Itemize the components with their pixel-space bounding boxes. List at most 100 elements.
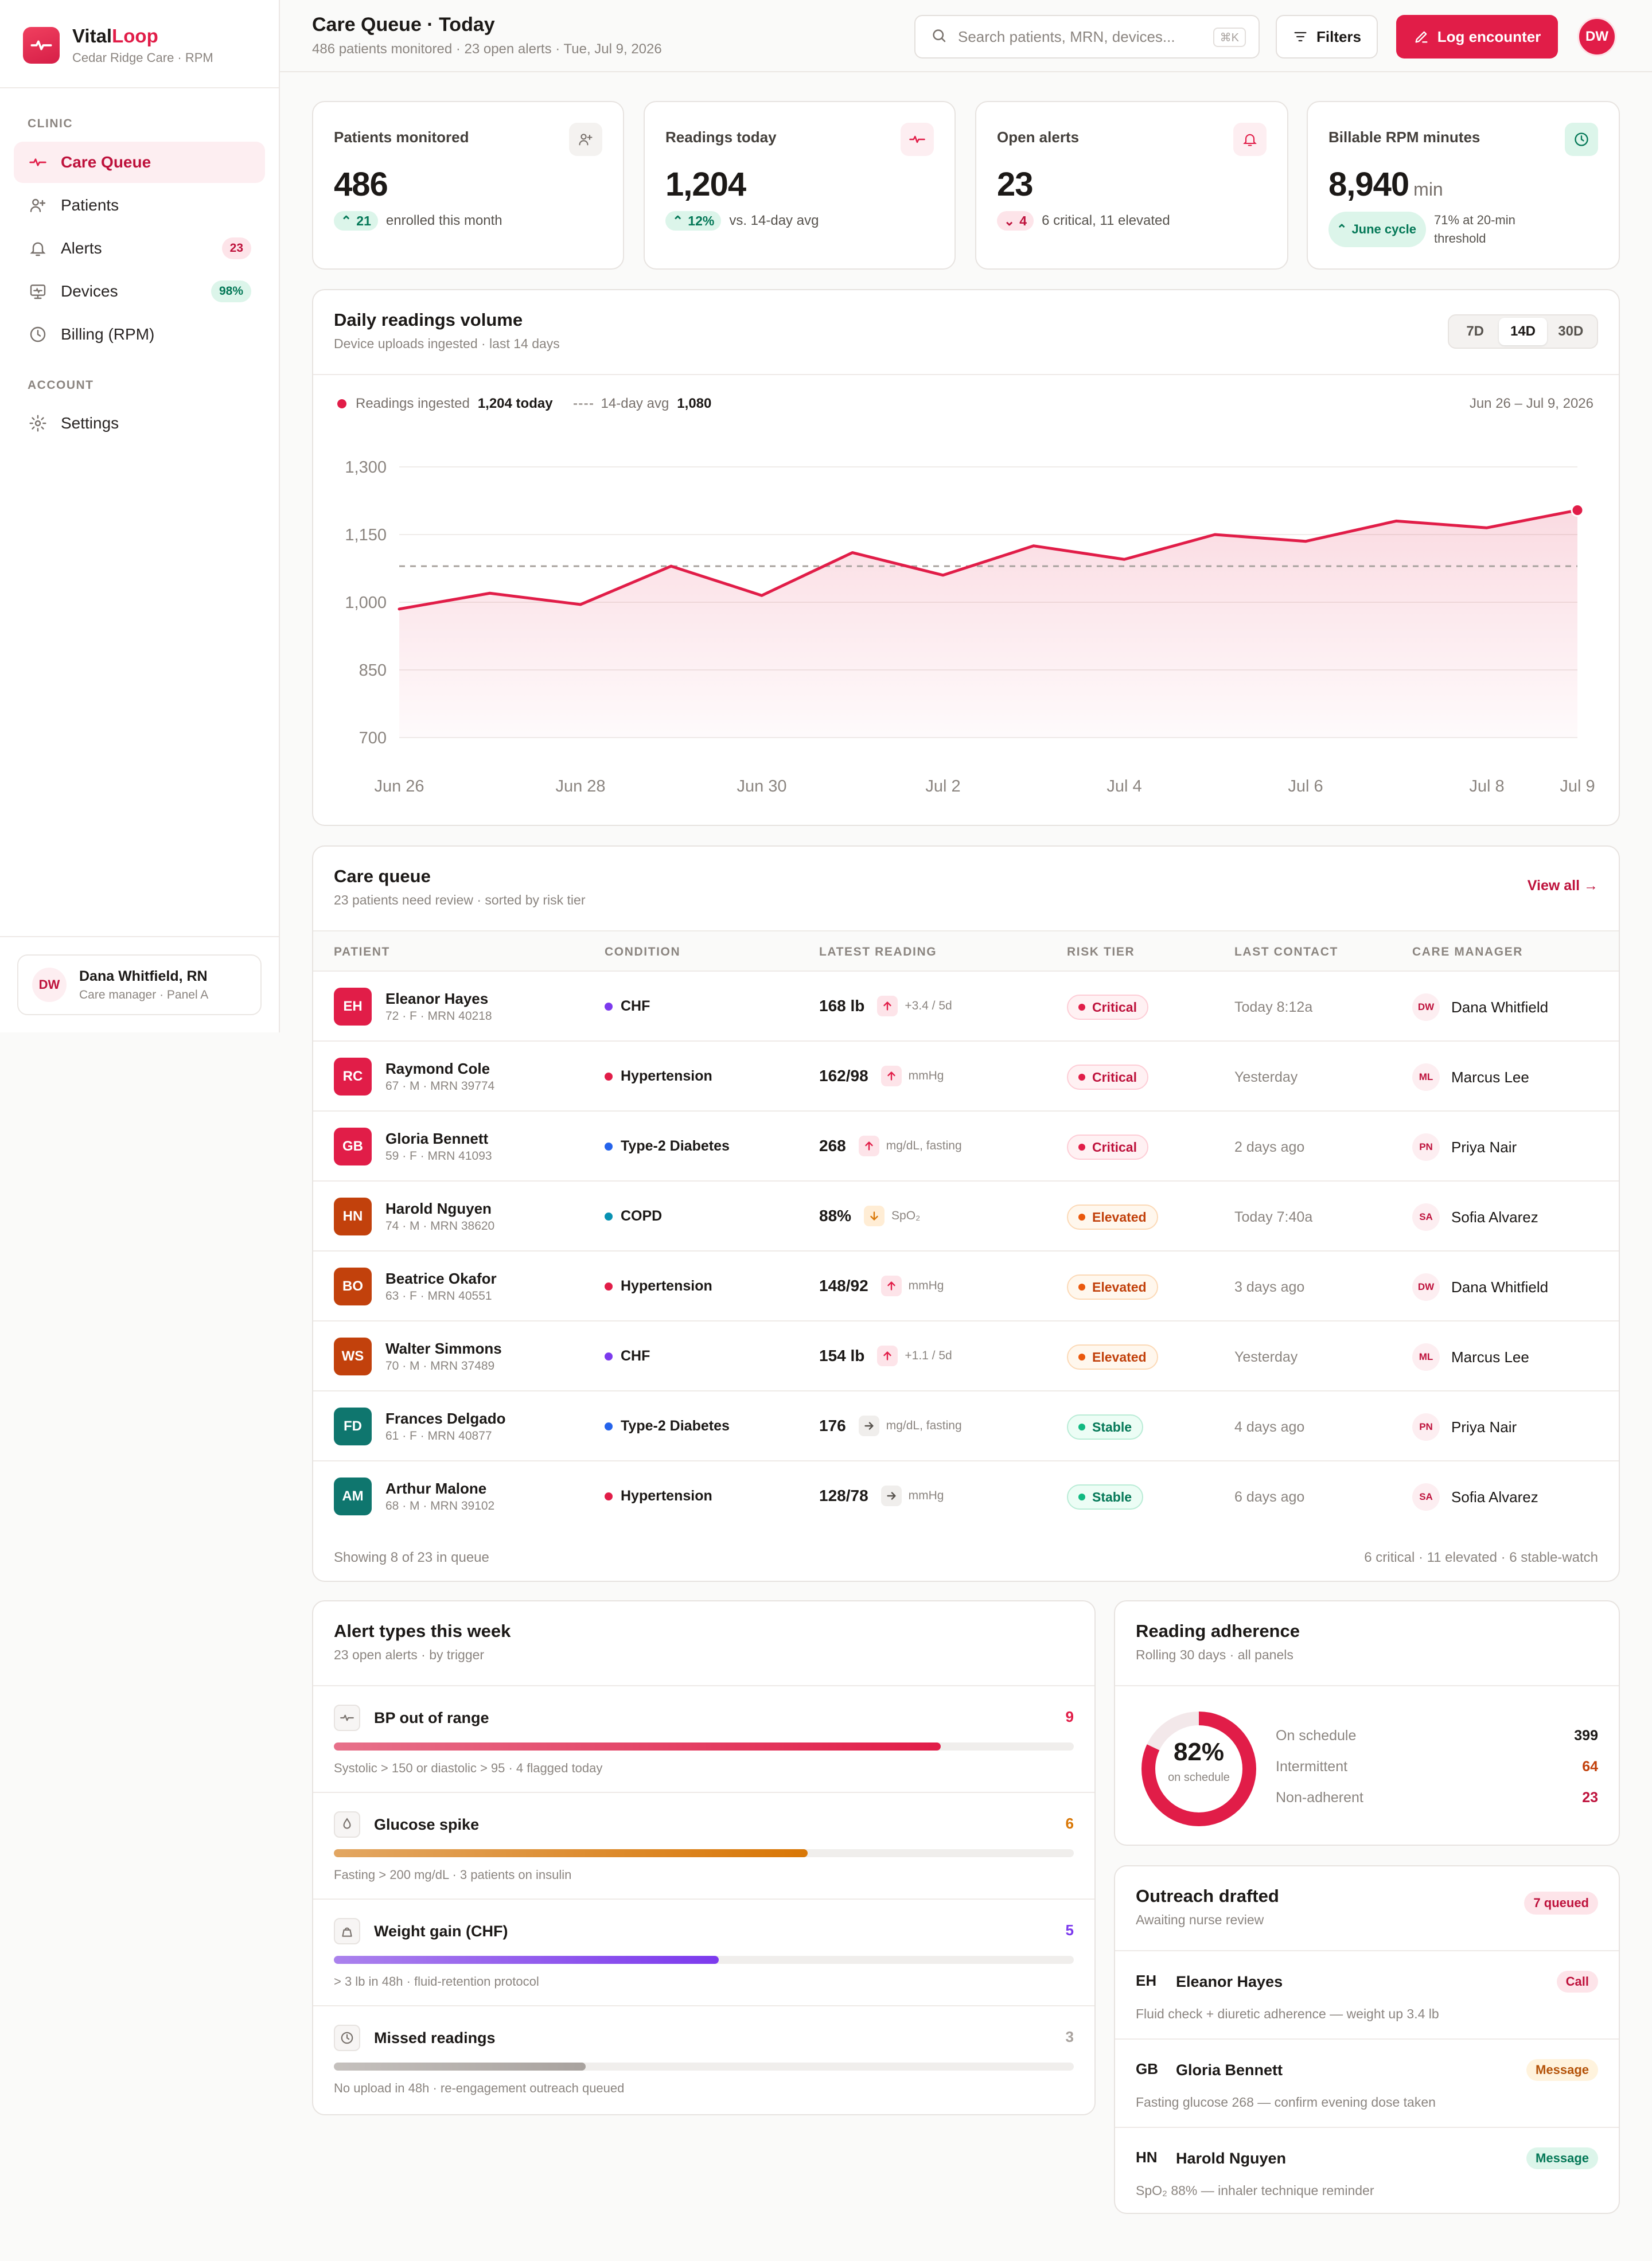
patient-name[interactable]: Frances Delgado — [385, 1410, 506, 1427]
patient-name[interactable]: Beatrice Okafor — [385, 1270, 497, 1287]
kpi-card-alerts: Open alerts 23 ⌄ 4 6 critical, 11 elevated — [975, 101, 1288, 270]
outreach-type-badge: Call — [1556, 1971, 1598, 1993]
condition-dot — [605, 1422, 613, 1430]
y-tick-label: 1,000 — [345, 594, 387, 612]
patient-name[interactable]: Raymond Cole — [385, 1060, 490, 1077]
profile-avatar[interactable]: DW — [1577, 17, 1616, 56]
sidebar-item-alerts[interactable]: Alerts 23 — [14, 228, 265, 269]
care-manager: PN Priya Nair — [1412, 1133, 1517, 1161]
column-header-care-manager[interactable]: CARE MANAGER — [1412, 945, 1524, 958]
latest-reading: 176 mg/dL, fasting — [819, 1416, 962, 1436]
alert-type-row[interactable]: Missed readings 3 No upload in 48h · re-en… — [313, 2005, 1094, 2112]
x-tick-label: Jul 2 — [925, 777, 960, 796]
column-header-condition[interactable]: CONDITION — [605, 945, 681, 958]
user-role: Care manager · Panel A — [79, 988, 209, 1001]
user-card[interactable]: DW Dana Whitfield, RN Care manager · Pan… — [17, 954, 262, 1015]
filters-button[interactable]: Filters — [1276, 15, 1378, 59]
column-header-patient[interactable]: PATIENT — [334, 945, 390, 958]
queue-footer-summary: 6 critical · 11 elevated · 6 stable-watc… — [1364, 1550, 1598, 1565]
adherence-percent: 82% — [1173, 1738, 1225, 1766]
trend-up-icon — [858, 1136, 879, 1156]
alert-type-row[interactable]: BP out of range 9 Systolic > 150 or diasto… — [313, 1685, 1094, 1792]
trend-flat-icon — [880, 1486, 902, 1506]
outreach-title: Outreach drafted — [1136, 1886, 1279, 1906]
latest-reading: 168 lb +3.4 / 5d — [819, 996, 952, 1016]
x-tick-label: Jul 4 — [1106, 777, 1141, 796]
sidebar-item-settings[interactable]: Settings — [14, 403, 265, 444]
care-manager: SA Sofia Alvarez — [1412, 1203, 1538, 1231]
risk-tier-badge: Critical — [1067, 1135, 1148, 1160]
sidebar-item-devices[interactable]: Devices 98% — [14, 271, 265, 312]
table-row[interactable]: EH Eleanor Hayes 72 · F · MRN 40218 CHF 168 … — [313, 970, 1619, 1040]
condition: Type-2 Diabetes — [605, 1418, 730, 1434]
sidebar: VitalLoop Cedar Ridge Care · RPM CLINIC … — [0, 0, 280, 1032]
alert-type-bar — [334, 1742, 1074, 1751]
log-encounter-button[interactable]: Log encounter — [1396, 15, 1558, 59]
kpi-value: 486 — [334, 166, 388, 203]
table-row[interactable]: HN Harold Nguyen 74 · M · MRN 38620 COPD 88%… — [313, 1180, 1619, 1250]
table-row[interactable]: GB Gloria Bennett 59 · F · MRN 41093 Type-2… — [313, 1110, 1619, 1180]
last-contact: 3 days ago — [1234, 1279, 1305, 1295]
condition: CHF — [605, 998, 650, 1015]
search-icon — [930, 27, 948, 47]
condition: Hypertension — [605, 1278, 712, 1295]
risk-tier-badge: Elevated — [1067, 1204, 1158, 1230]
alert-type-desc: Fasting > 200 mg/dL · 3 patients on insu… — [334, 1868, 572, 1882]
alert-type-desc: > 3 lb in 48h · fluid-retention protocol — [334, 1974, 539, 1989]
outreach-item[interactable]: HN Harold Nguyen Message SpO₂ 88% — inhaler… — [1115, 2127, 1619, 2214]
divider — [313, 930, 1619, 931]
patient-name[interactable]: Walter Simmons — [385, 1340, 502, 1357]
alert-types-card: Alert types this week 23 open alerts · b… — [312, 1600, 1096, 2115]
range-14d[interactable]: 14D — [1499, 318, 1547, 345]
kpi-note: vs. 14-day avg — [729, 213, 819, 228]
patient-name[interactable]: Eleanor Hayes — [385, 990, 489, 1007]
kpi-note: enrolled this month — [385, 213, 502, 228]
last-contact: 4 days ago — [1234, 1419, 1305, 1435]
patient-avatar: RC — [334, 1058, 372, 1096]
adherence-title: Reading adherence — [1136, 1621, 1300, 1641]
alert-type-desc: No upload in 48h · re-engagement outreac… — [334, 2081, 625, 2095]
last-contact: 2 days ago — [1234, 1139, 1305, 1155]
kpi-card-patients: Patients monitored 486 ⌃ 21 enrolled this … — [312, 101, 624, 270]
view-all-link[interactable]: View all → — [1527, 878, 1598, 894]
sidebar-item-patients[interactable]: Patients — [14, 185, 265, 226]
page-subtitle: 486 patients monitored · 23 open alerts … — [312, 41, 662, 57]
range-7d[interactable]: 7D — [1466, 323, 1484, 339]
brand[interactable]: VitalLoop Cedar Ridge Care · RPM — [23, 25, 213, 65]
alert-type-row[interactable]: Glucose spike 6 Fasting > 200 mg/dL · 3 pa… — [313, 1792, 1094, 1899]
sidebar-item-care-queue[interactable]: Care Queue — [14, 142, 265, 183]
patient-name[interactable]: Gloria Bennett — [385, 1130, 489, 1147]
search-input[interactable]: Search patients, MRN, devices... ⌘K — [914, 15, 1260, 59]
monitor-icon — [28, 281, 48, 302]
last-contact: Yesterday — [1234, 1069, 1298, 1085]
column-header-risk-tier[interactable]: RISK TIER — [1067, 945, 1135, 958]
alert-type-name: Missed readings — [374, 2029, 496, 2046]
bell-icon — [1233, 123, 1267, 156]
log-encounter-label: Log encounter — [1437, 28, 1541, 45]
patient-name[interactable]: Harold Nguyen — [385, 1200, 492, 1217]
kpi-label: Billable RPM minutes — [1328, 128, 1480, 146]
user-plus-icon — [28, 195, 48, 216]
column-header-latest-reading[interactable]: LATEST READING — [819, 945, 937, 958]
care-manager: DW Dana Whitfield — [1412, 993, 1548, 1021]
alert-type-row[interactable]: Weight gain (CHF) 5 > 3 lb in 48h · fluid-… — [313, 1899, 1094, 2005]
patient-avatar: GB — [334, 1128, 372, 1165]
brand-subtitle: Cedar Ridge Care · RPM — [72, 50, 213, 65]
table-row[interactable]: AM Arthur Malone 68 · M · MRN 39102 Hyperte… — [313, 1460, 1619, 1530]
readings-area-chart: 700 850 1,000 1,150 1,300 Jun 26 Jun 28 Jun 30 J… — [345, 458, 1595, 796]
column-header-last-contact[interactable]: LAST CONTACT — [1234, 945, 1338, 958]
table-row[interactable]: BO Beatrice Okafor 63 · F · MRN 40551 Hyper… — [313, 1250, 1619, 1320]
risk-tier-badge: Elevated — [1067, 1274, 1158, 1300]
sidebar-item-billing[interactable]: Billing (RPM) — [14, 314, 265, 355]
alert-type-bar — [334, 1956, 1074, 1964]
range-30d[interactable]: 30D — [1558, 323, 1584, 339]
table-row[interactable]: FD Frances Delgado 61 · F · MRN 40877 Type-… — [313, 1390, 1619, 1460]
table-row[interactable]: WS Walter Simmons 70 · M · MRN 37489 CHF 154… — [313, 1320, 1619, 1390]
alert-type-count: 5 — [1065, 1921, 1074, 1939]
patient-name[interactable]: Arthur Malone — [385, 1480, 487, 1497]
donut-fill — [1141, 1712, 1256, 1826]
y-tick-label: 1,150 — [345, 526, 387, 544]
outreach-item[interactable]: GB Gloria Bennett Message Fasting glucose 2… — [1115, 2038, 1619, 2126]
outreach-item[interactable]: EH Eleanor Hayes Call Fluid check + diureti… — [1115, 1950, 1619, 2037]
table-row[interactable]: RC Raymond Cole 67 · M · MRN 39774 Hyperten… — [313, 1040, 1619, 1110]
